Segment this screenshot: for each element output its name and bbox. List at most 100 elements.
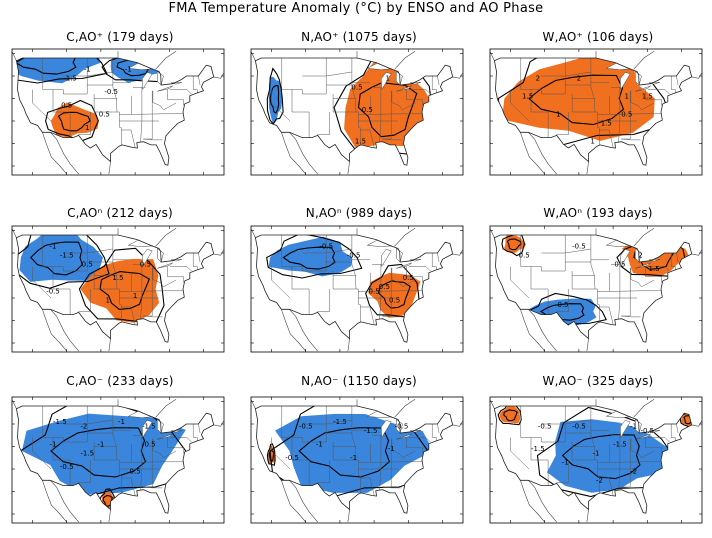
contour-label: -1: [125, 66, 132, 74]
map-frame: [489, 225, 703, 353]
contour-label: 0.5: [379, 283, 390, 291]
state-border: [431, 424, 437, 441]
contour-label: -1.5: [53, 418, 67, 426]
contour-line: [102, 494, 113, 507]
map-canvas: -0.5 -0.5-1.5-1-1-1.5-2-2-0.5-1: [489, 396, 703, 524]
contour-label: -1.5: [531, 445, 545, 453]
state-border: [409, 437, 431, 443]
us-coastline: [254, 57, 454, 166]
state-border: [143, 486, 163, 489]
state-border: [198, 75, 201, 86]
great-lake: [142, 249, 153, 268]
state-border: [163, 279, 177, 288]
state-border: [676, 75, 679, 86]
state-border: [556, 112, 569, 135]
state-border: [382, 438, 392, 488]
state-border: [571, 94, 600, 145]
state-border: [291, 89, 310, 138]
state-border: [93, 442, 122, 493]
state-border: [32, 266, 52, 299]
contour-line: [539, 303, 585, 321]
state-border: [541, 419, 591, 425]
contour-label: -0.5: [319, 243, 333, 251]
state-border: [648, 89, 670, 95]
state-border: [119, 290, 184, 292]
great-lake: [396, 433, 412, 440]
state-border: [382, 138, 402, 141]
state-border: [291, 266, 310, 315]
state-border: [641, 279, 655, 288]
contour-label: -1.5: [364, 427, 378, 435]
contour-label: -0.5: [640, 427, 654, 435]
map-canvas: -0.5-0.50.50.50.50.5: [250, 225, 464, 353]
state-border: [112, 58, 118, 113]
state-border: [382, 267, 392, 317]
panel-title: W,AO⁻ (325 days): [542, 374, 654, 388]
country-border: [281, 309, 306, 352]
contour-label: -1: [118, 418, 125, 426]
contour-label: 2: [536, 75, 540, 83]
country-border: [528, 132, 557, 175]
contour-label: -0.5: [538, 423, 552, 431]
state-border: [630, 267, 642, 287]
panel-title: C,AO⁻ (233 days): [66, 374, 174, 388]
state-border: [621, 138, 641, 141]
state-border: [170, 437, 192, 443]
map-canvas: 2 1.5 2 1 0.5 1.5 1 1 1.5: [489, 48, 703, 176]
contour-line: [266, 235, 363, 279]
country-border: [394, 228, 416, 247]
country-border: [520, 309, 545, 352]
contour-line: [528, 74, 625, 126]
contour-label: 0.5: [61, 102, 72, 110]
state-border: [676, 252, 679, 263]
state-border: [152, 267, 164, 287]
state-border: [676, 423, 679, 434]
state-border: [302, 71, 352, 77]
state-border: [618, 264, 621, 320]
country-border: [394, 51, 416, 70]
contour-label: -1.5: [80, 450, 94, 458]
state-border: [52, 437, 71, 486]
state-border: [360, 306, 375, 325]
state-border: [670, 76, 676, 93]
state-border: [571, 271, 600, 322]
contour-line: [378, 280, 411, 309]
country-border: [42, 132, 67, 175]
contour-line: [16, 235, 110, 289]
state-border: [170, 89, 192, 95]
country-border: [50, 480, 79, 523]
contour-label: 0.5: [99, 111, 110, 119]
us-coastline: [15, 405, 215, 514]
state-border: [437, 75, 440, 86]
great-lake: [142, 72, 153, 91]
great-lake: [635, 262, 651, 269]
state-border: [152, 90, 164, 110]
contour-line: [50, 427, 147, 478]
country-border: [42, 480, 67, 523]
country-border: [281, 132, 306, 175]
country-border: [50, 132, 79, 175]
country-border: [394, 399, 416, 418]
us-coastline: [493, 57, 693, 166]
state-border: [621, 315, 641, 318]
anomaly-map: -0.5 -0.5 -1.5 -1 -1 -1.5 -2 -2 -0.5 -1: [486, 393, 706, 528]
state-border: [648, 437, 670, 443]
state-border: [599, 306, 614, 325]
contour-label: -2: [596, 477, 603, 485]
contour-label: -1: [316, 441, 323, 449]
state-border: [143, 438, 153, 488]
contour-label: 1.5: [112, 274, 123, 282]
state-border: [121, 477, 136, 496]
state-border: [530, 89, 549, 138]
state-border: [437, 252, 440, 263]
state-border: [271, 437, 291, 470]
contour-line: [269, 85, 280, 114]
state-border: [599, 477, 614, 496]
contour-line: [268, 449, 275, 462]
country-border: [42, 309, 67, 352]
state-border: [621, 486, 641, 489]
anomaly-map: -1.5 -2 -1 -0.5 -1 -1.5 -0.5 0.5 -1 -1.5: [8, 393, 228, 528]
state-border: [52, 266, 71, 315]
contour-label: 1: [106, 297, 110, 305]
state-border: [597, 113, 662, 115]
